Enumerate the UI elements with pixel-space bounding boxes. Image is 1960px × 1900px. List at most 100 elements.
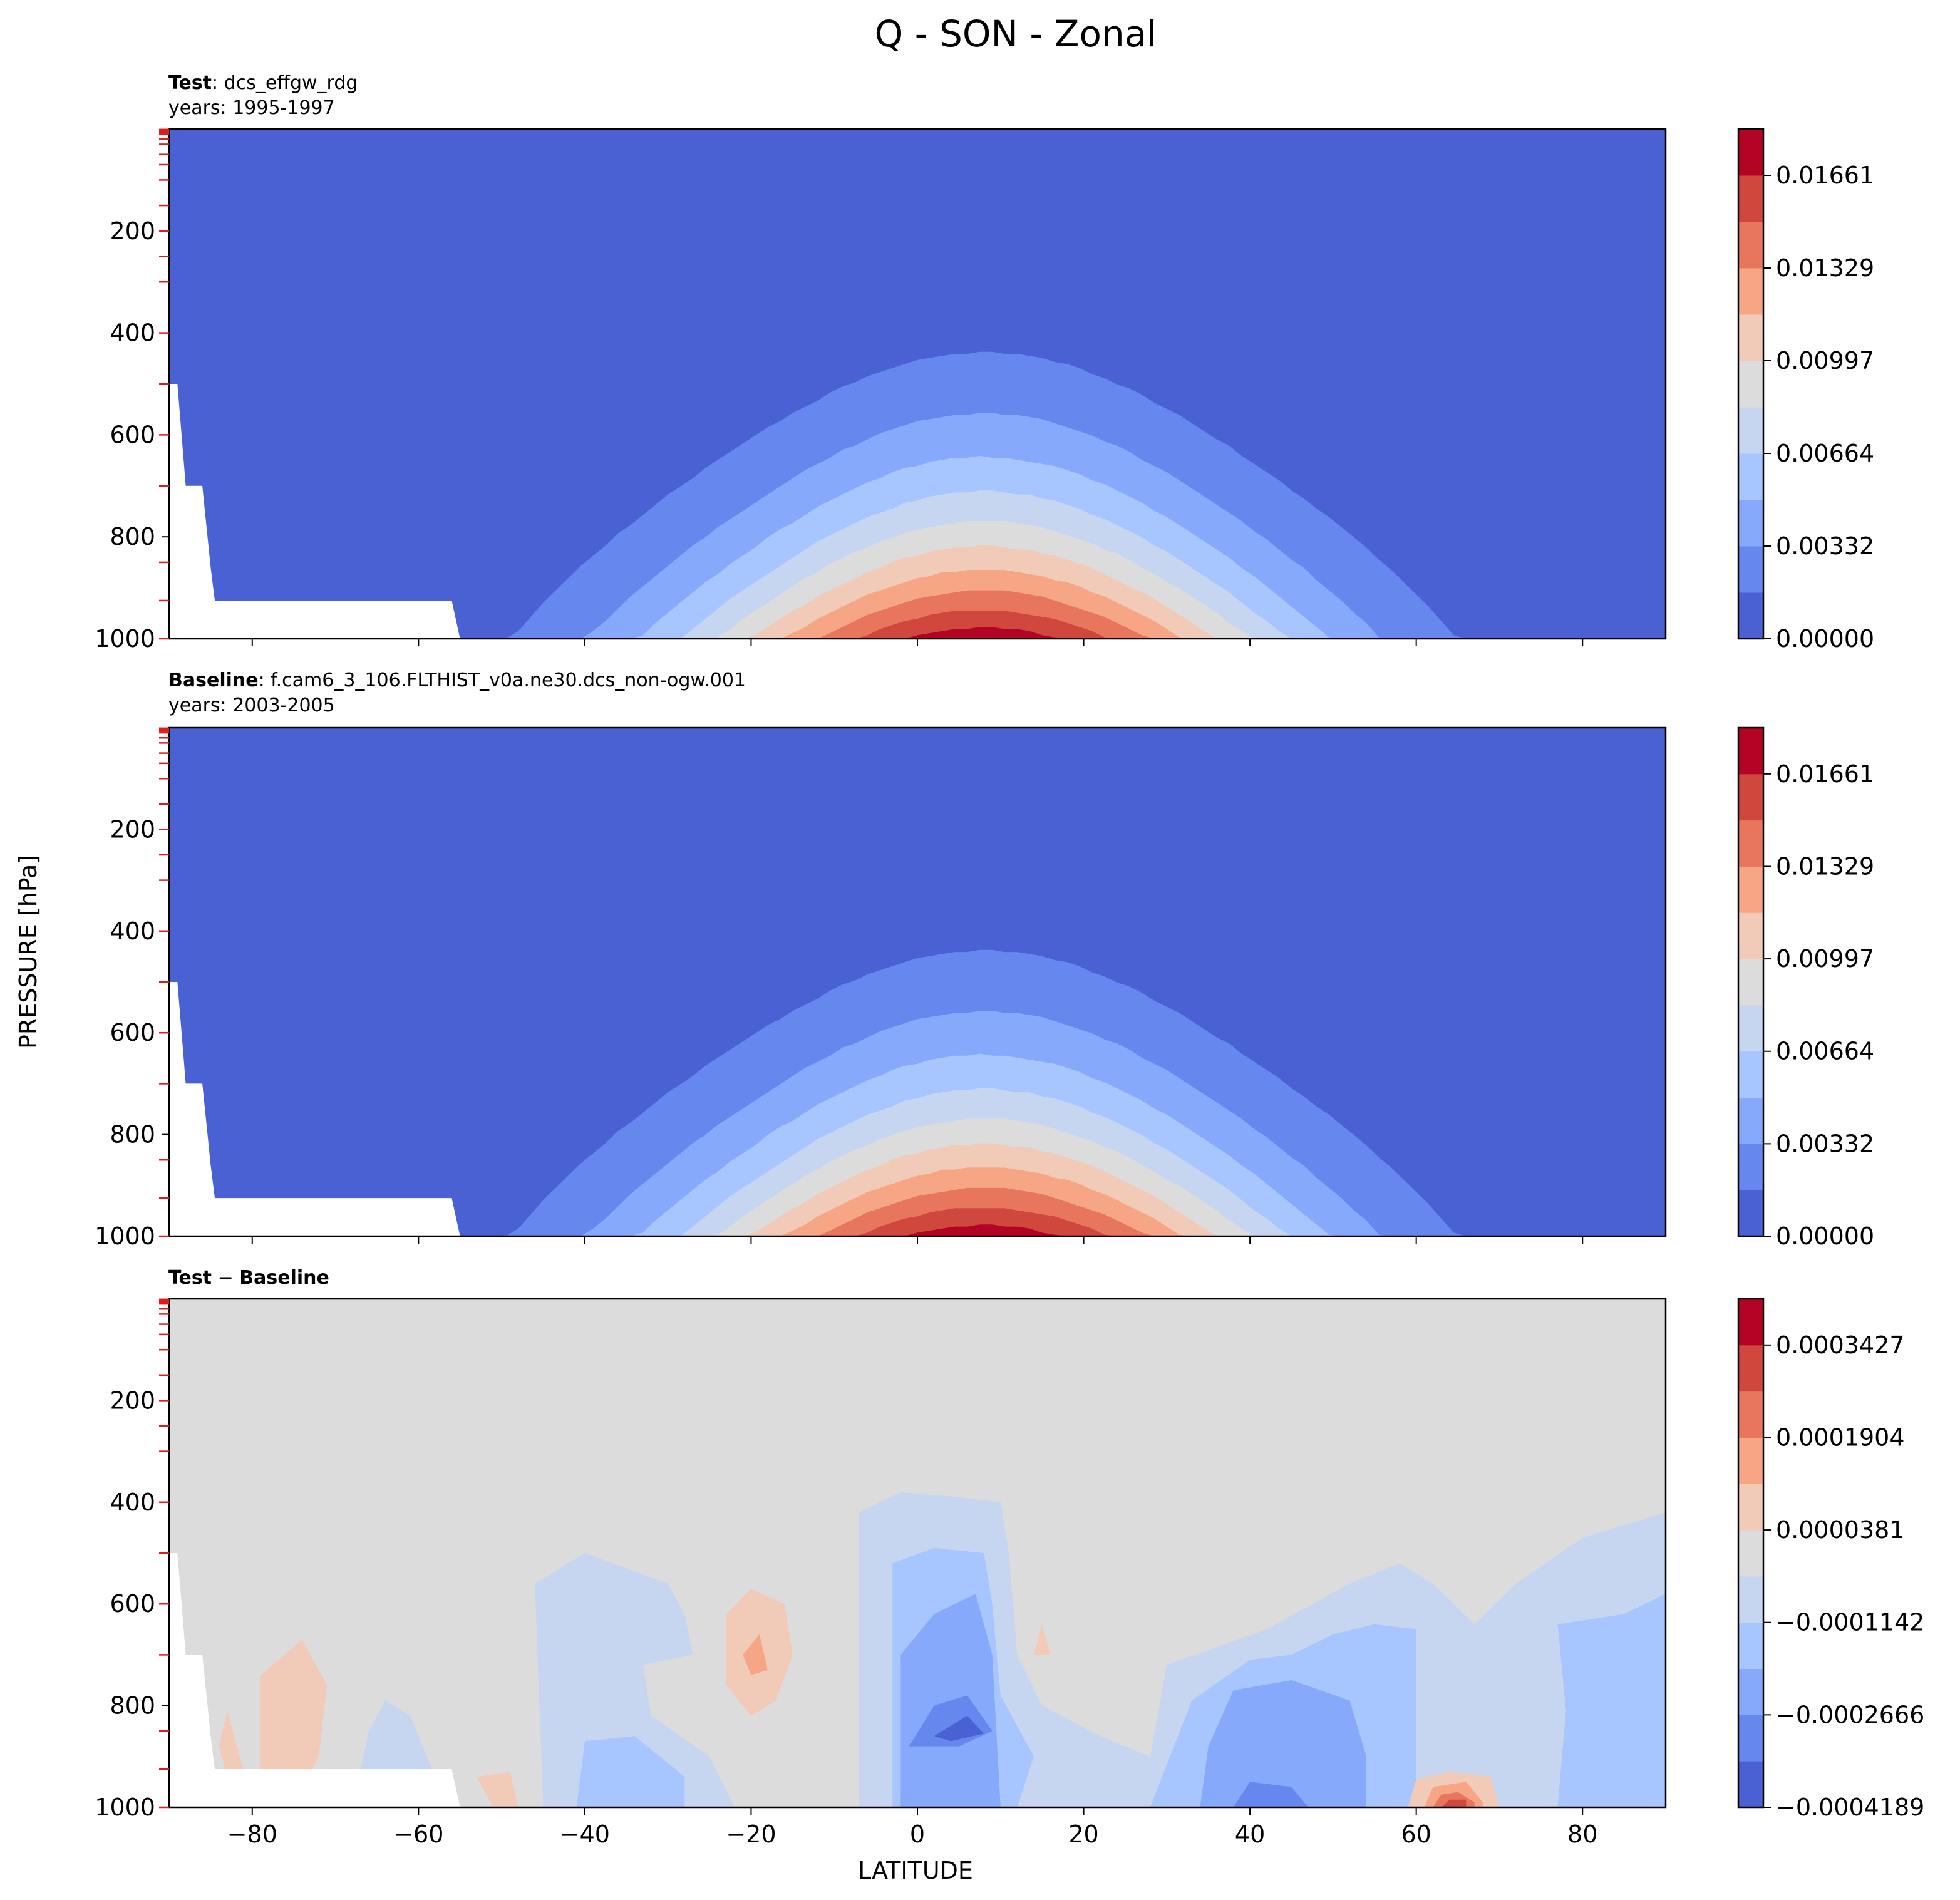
colorbar-segment — [1738, 1668, 1763, 1715]
x-tick-label: 20 — [1068, 1820, 1098, 1848]
colorbar-tick-label: 0.00997 — [1776, 347, 1874, 374]
colorbar-segment — [1738, 1004, 1763, 1052]
x-tick-label: 40 — [1235, 1820, 1265, 1848]
x-tick-label: −40 — [560, 1820, 610, 1848]
contour-fill-level-8 — [169, 1187, 1666, 1236]
colorbar-frame — [1737, 1298, 1765, 1809]
colorbar-tick-label: 0.00332 — [1776, 1130, 1874, 1157]
axes-baseline: 200 400 600 800 1000 — [95, 726, 1667, 1250]
colorbar-segment — [1738, 1097, 1763, 1144]
colorbar-segment — [1738, 453, 1763, 500]
x-axis-label: LATITUDE — [858, 1857, 973, 1884]
contour-fill-region-1 — [859, 1492, 1666, 1807]
y-tick-label: 200 — [110, 815, 155, 843]
colorbar-baseline: 0.01661 0.01329 0.00997 0.00664 0.00332 0.000… — [1737, 726, 1874, 1250]
x-tick-label: 60 — [1401, 1820, 1431, 1848]
colorbar-tick-label: 0.0001904 — [1776, 1423, 1905, 1451]
colorbar-segment — [1738, 1345, 1763, 1392]
contour-fill-level-8 — [169, 590, 1666, 639]
colorbar-tick-label: 0.00000 — [1776, 1222, 1874, 1250]
colorbar-segment — [1738, 1051, 1763, 1098]
colorbar-tick-label: 0.01329 — [1776, 852, 1874, 880]
figure-title: Q - SON - Zonal — [875, 13, 1157, 55]
contour-fill-level-9 — [169, 611, 1666, 639]
contour-fill-region-10 — [1233, 1782, 1309, 1807]
axes-test: 200 400 600 800 1000 — [95, 128, 1667, 653]
colorbar-segment — [1738, 1144, 1763, 1190]
colorbar-tick-label: 0.01329 — [1776, 254, 1874, 282]
x-tick-label: 0 — [910, 1820, 925, 1848]
colorbar-segment — [1738, 1530, 1763, 1577]
contour-fill-level-10 — [169, 1224, 1666, 1236]
colorbar-frame — [1737, 726, 1765, 1237]
colorbar-tick-label: 0.0003427 — [1776, 1331, 1905, 1359]
contour-fill-region-14 — [260, 1639, 328, 1807]
colorbar-tick-label: −0.0004189 — [1776, 1794, 1924, 1821]
panel-difference-title: Test − Baseline — [168, 1267, 329, 1289]
colorbar-segment — [1738, 1437, 1763, 1484]
y-tick-label: 1000 — [95, 1222, 155, 1250]
colorbar-tick-label: −0.0002666 — [1776, 1701, 1924, 1728]
colorbar-segment — [1738, 129, 1763, 176]
colorbar-frame — [1737, 128, 1765, 640]
colorbar-segment — [1738, 1622, 1763, 1670]
colorbar-segment — [1738, 728, 1763, 775]
terrain-mask — [169, 982, 460, 1236]
colorbar-segment — [1738, 407, 1763, 454]
colorbar-segment — [1738, 546, 1763, 593]
panel-difference-title-sep: − — [212, 1267, 239, 1289]
panel-test-title-bold: Test — [168, 72, 212, 94]
contour-fill-level-10 — [169, 627, 1666, 639]
panel-baseline-subtitle: years: 2003-2005 — [168, 694, 335, 716]
contour-fill-region-3 — [576, 1736, 685, 1807]
colorbar-segment — [1738, 959, 1763, 1006]
panel-difference-title-bold-2: Baseline — [239, 1267, 329, 1289]
colorbar-segment — [1738, 1299, 1763, 1346]
contour-fill-region-7 — [900, 1594, 1001, 1807]
panel-test-title: Test: dcs_effgw_rdg — [168, 72, 358, 94]
terrain-mask — [169, 1553, 460, 1807]
colorbar-segment — [1738, 1761, 1763, 1808]
y-tick-label: 400 — [110, 917, 155, 945]
colorbar-tick-label: −0.0001142 — [1776, 1609, 1924, 1636]
colorbar-segment — [1738, 314, 1763, 361]
contour-fill-region-21 — [1441, 1799, 1467, 1807]
colorbar-test: 0.01661 0.01329 0.00997 0.00664 0.00332 0.000… — [1737, 128, 1874, 653]
contour-fill-region-12 — [726, 1588, 793, 1807]
y-tick-label: 800 — [110, 523, 155, 550]
colorbar-tick-label: 0.0000381 — [1776, 1516, 1905, 1544]
x-tick-label: −80 — [227, 1820, 277, 1848]
panel-test-subtitle: years: 1995-1997 — [168, 97, 335, 119]
colorbar-segment — [1738, 175, 1763, 222]
plot-area-difference — [169, 1299, 1666, 1807]
colorbar-segment — [1738, 1715, 1763, 1762]
colorbar-difference: 0.0003427 0.0001904 0.0000381 −0.0001142 −0.… — [1737, 1298, 1924, 1821]
colorbar-tick-label: 0.00664 — [1776, 440, 1874, 467]
colorbar-tick-label: 0.00332 — [1776, 532, 1874, 560]
x-tick-label: −60 — [393, 1820, 443, 1848]
colorbar-segment — [1738, 500, 1763, 547]
y-axis-label: PRESSURE [hPa] — [14, 855, 42, 1049]
y-tick-label: 400 — [110, 1489, 155, 1516]
colorbar-segment — [1738, 773, 1763, 821]
panel-baseline-title-text: : f.cam6_3_106.FLTHIST_v0a.ne30.dcs_non-… — [259, 669, 746, 691]
y-tick-label: 1000 — [95, 625, 155, 653]
y-tick-label: 600 — [110, 421, 155, 448]
colorbar-segment — [1738, 592, 1763, 639]
terrain-mask — [169, 384, 460, 639]
colorbar-segment — [1738, 912, 1763, 959]
panel-baseline-title-bold: Baseline — [168, 669, 259, 691]
axes-difference: 200 400 600 800 1000 −80 −60 −40 −20 0 20 40 60 80 — [95, 1298, 1667, 1848]
colorbar-tick-label: 0.01661 — [1776, 162, 1874, 189]
colorbar-segment — [1738, 820, 1763, 867]
y-tick-label: 200 — [110, 217, 155, 245]
contour-fill-level-9 — [169, 1208, 1666, 1236]
contour-fill-region-13 — [743, 1634, 768, 1675]
panel-difference-title-bold-1: Test — [168, 1267, 212, 1289]
colorbar-segment — [1738, 361, 1763, 408]
y-tick-label: 800 — [110, 1692, 155, 1720]
colorbar-tick-label: 0.00997 — [1776, 945, 1874, 973]
colorbar-segment — [1738, 1576, 1763, 1623]
colorbar-segment — [1738, 1190, 1763, 1237]
colorbar-segment — [1738, 1484, 1763, 1531]
